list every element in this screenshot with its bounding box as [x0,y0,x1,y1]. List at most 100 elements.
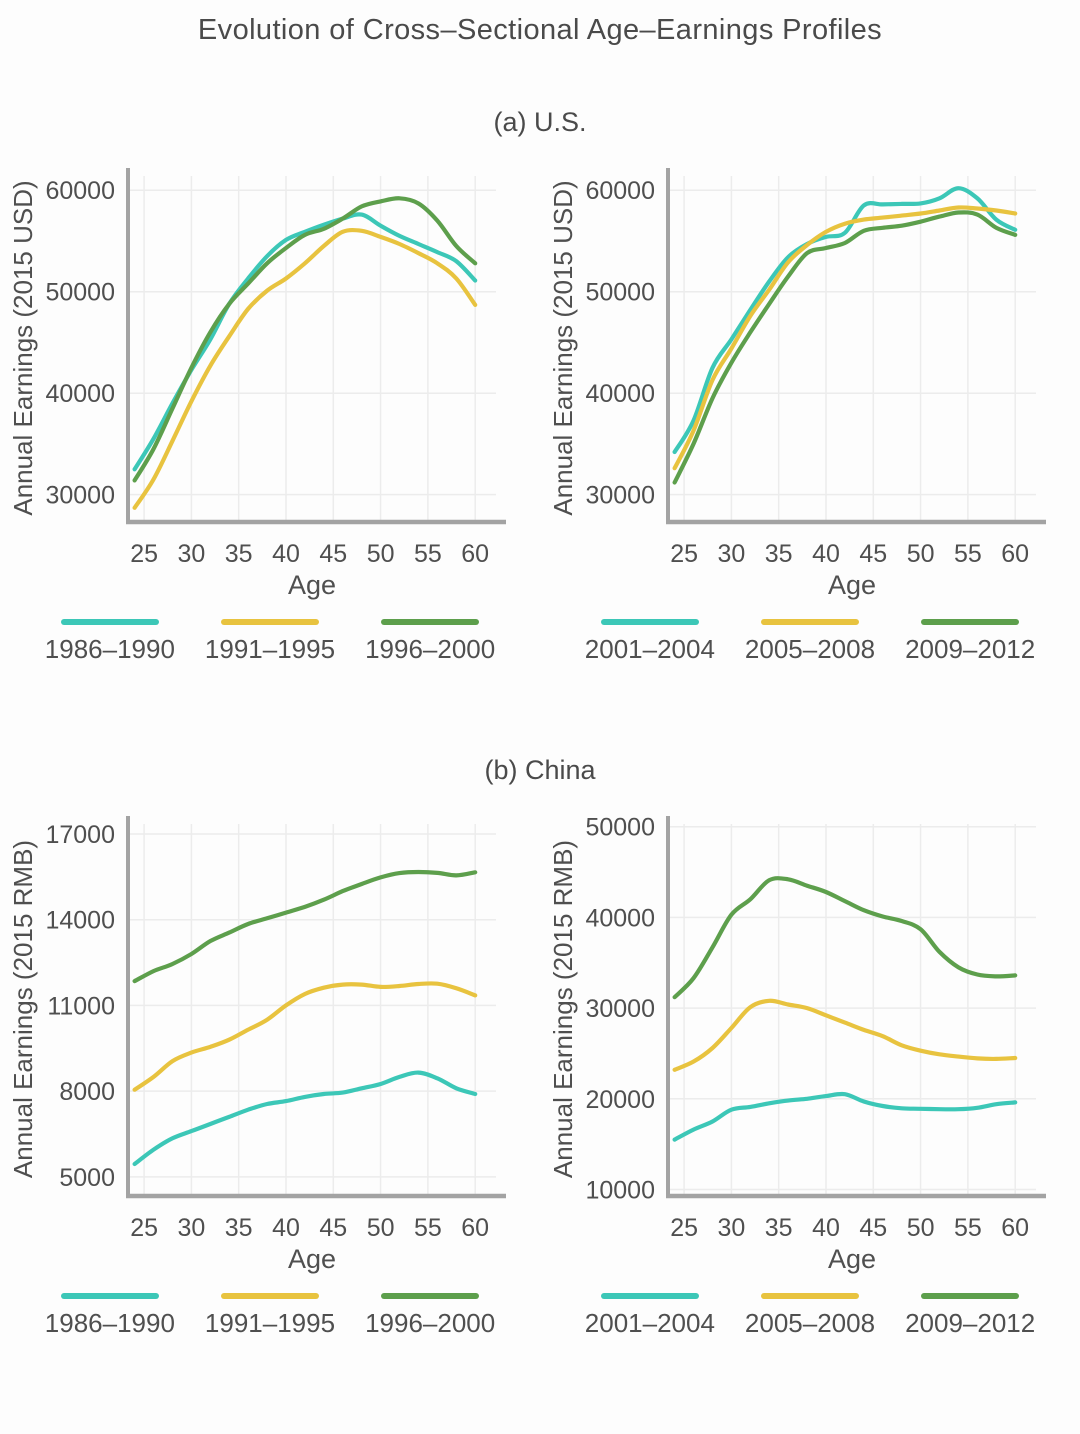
y-tick-label: 50000 [45,279,115,307]
x-tick-label: 40 [812,1214,840,1242]
legend-label: 2009–2012 [905,1308,1036,1338]
x-tick-label: 45 [319,540,347,568]
chart-china-2001-2012: 10000 20000 30000 40000 50000 25 30 35 40 45 50 55 6… [540,810,1080,1285]
x-tick-label: 40 [272,540,300,568]
panel-us-charts-row: 30000 40000 50000 60000 25 30 35 40 45 50 55 60 Age A… [0,162,1080,611]
series-line-2009-2012 [672,210,1018,485]
legend-label: 1986–1990 [44,634,175,664]
y-axis-label: Annual Earnings (2015 RMB) [548,840,578,1178]
legend-swatch [381,619,480,625]
x-tick-label: 25 [670,1214,698,1242]
line-chart-svg: 10000 20000 30000 40000 50000 25 30 35 40 45 50 55 6… [548,814,1046,1274]
x-tick-label: 30 [177,540,205,568]
legend-label: 1986–1990 [44,1308,175,1338]
legend-swatch [381,1293,480,1299]
figure-title: Evolution of Cross–Sectional Age–Earning… [197,14,883,46]
series-line-1986-1990 [132,1070,478,1167]
chart-us-1986-2000: 30000 40000 50000 60000 25 30 35 40 45 50 55 60 Age A… [0,162,540,611]
x-tick-label: 45 [859,1214,887,1242]
panel-china-title: (b) China [484,755,596,785]
series-line-2009-2012 [672,876,1018,1000]
y-tick-label: 50000 [585,279,655,307]
x-axis-label: Age [288,570,336,600]
x-tick-label: 60 [1001,1214,1029,1242]
x-tick-label: 60 [461,1214,489,1242]
x-tick-label: 35 [225,540,253,568]
panel-us: (a) U.S. 30000 40000 50000 60000 25 30 35 40 45 5… [0,107,1080,665]
y-tick-label: 30000 [585,482,655,510]
x-tick-label: 50 [907,540,935,568]
legend-china-2001-2012: 2001–2004 2005–2008 2009–2012 [540,1293,1080,1339]
series-line-2001-2004 [672,186,1018,455]
line-chart-svg: 5000 8000 11000 14000 17000 25 30 35 40 45 50 55 60 A… [8,816,506,1274]
panel-us-legends-row: 1986–1990 1991–1995 1996–2000 2001–2004 200… [0,619,1080,665]
y-tick-label: 14000 [45,907,115,935]
legend-swatch [220,1293,319,1299]
y-tick-label: 50000 [585,814,655,842]
y-axis-label: Annual Earnings (2015 RMB) [8,840,38,1178]
line-chart-svg: 30000 40000 50000 60000 25 30 35 40 45 50 55 60 Age A… [8,168,506,600]
legend-item: 2001–2004 [585,619,715,665]
y-tick-label: 40000 [585,380,655,408]
x-axis-label: Age [828,1244,876,1274]
legend-us-1986-2000: 1986–1990 1991–1995 1996–2000 [0,619,540,665]
y-tick-label: 8000 [59,1078,115,1106]
y-tick-label: 40000 [585,904,655,932]
x-tick-label: 55 [414,540,442,568]
legend-swatch [60,619,159,625]
y-tick-label: 17000 [45,821,115,849]
legend-swatch [921,619,1020,625]
legend-item: 2009–2012 [905,619,1035,665]
legend-swatch [220,619,319,625]
panel-china-charts-row: 5000 8000 11000 14000 17000 25 30 35 40 45 50 55 60 A… [0,810,1080,1285]
legend-swatch [60,1293,159,1299]
y-tick-label: 30000 [585,995,655,1023]
legend-label: 2001–2004 [584,1308,715,1338]
x-tick-label: 45 [319,1214,347,1242]
legend-item: 1986–1990 [45,1293,175,1339]
panel-china-legends-row: 1986–1990 1991–1995 1996–2000 2001–2004 200… [0,1293,1080,1339]
chart-us-2001-2012: 30000 40000 50000 60000 25 30 35 40 45 50 55 60 Age A… [540,162,1080,611]
x-axis-label: Age [288,1244,336,1274]
x-tick-label: 60 [461,540,489,568]
legend-item: 2005–2008 [745,1293,875,1339]
legend-label: 2005–2008 [744,634,876,664]
y-axis-label: Annual Earnings (2015 USD) [8,180,38,515]
x-tick-label: 30 [717,1214,745,1242]
legend-label: 2001–2004 [584,634,715,664]
x-tick-label: 45 [859,540,887,568]
legend-item: 1986–1990 [45,619,175,665]
series-line-1991-1995 [132,981,478,1092]
x-tick-label: 30 [717,540,745,568]
legend-label: 1991–1995 [204,1308,336,1338]
legend-item: 1991–1995 [205,1293,335,1339]
panel-china: (b) China 5000 8000 11000 14000 17000 25 30 35 4… [0,755,1080,1339]
series-line-1996-2000 [132,869,478,984]
x-tick-label: 35 [765,1214,793,1242]
x-tick-label: 35 [225,1214,253,1242]
y-tick-label: 10000 [585,1177,655,1205]
legend-item: 1996–2000 [365,1293,495,1339]
legend-swatch [600,1293,699,1299]
legend-label: 1996–2000 [365,1308,496,1338]
x-tick-label: 50 [907,1214,935,1242]
chart-china-1986-2000: 5000 8000 11000 14000 17000 25 30 35 40 45 50 55 60 A… [0,810,540,1285]
legend-item: 2005–2008 [745,619,875,665]
x-tick-label: 35 [765,540,793,568]
legend-swatch [600,619,699,625]
x-tick-label: 25 [130,540,158,568]
legend-swatch [760,1293,859,1299]
series-line-1996-2000 [132,196,478,483]
y-tick-label: 11000 [47,992,115,1020]
x-tick-label: 55 [954,1214,982,1242]
legend-item: 2001–2004 [585,1293,715,1339]
series-line-2001-2004 [672,1091,1018,1142]
legend-label: 2009–2012 [905,634,1036,664]
series-line-1986-1990 [132,212,478,472]
legend-swatch [760,619,859,625]
legend-swatch [921,1293,1020,1299]
x-tick-label: 60 [1001,540,1029,568]
x-tick-label: 55 [414,1214,442,1242]
x-tick-label: 55 [954,540,982,568]
